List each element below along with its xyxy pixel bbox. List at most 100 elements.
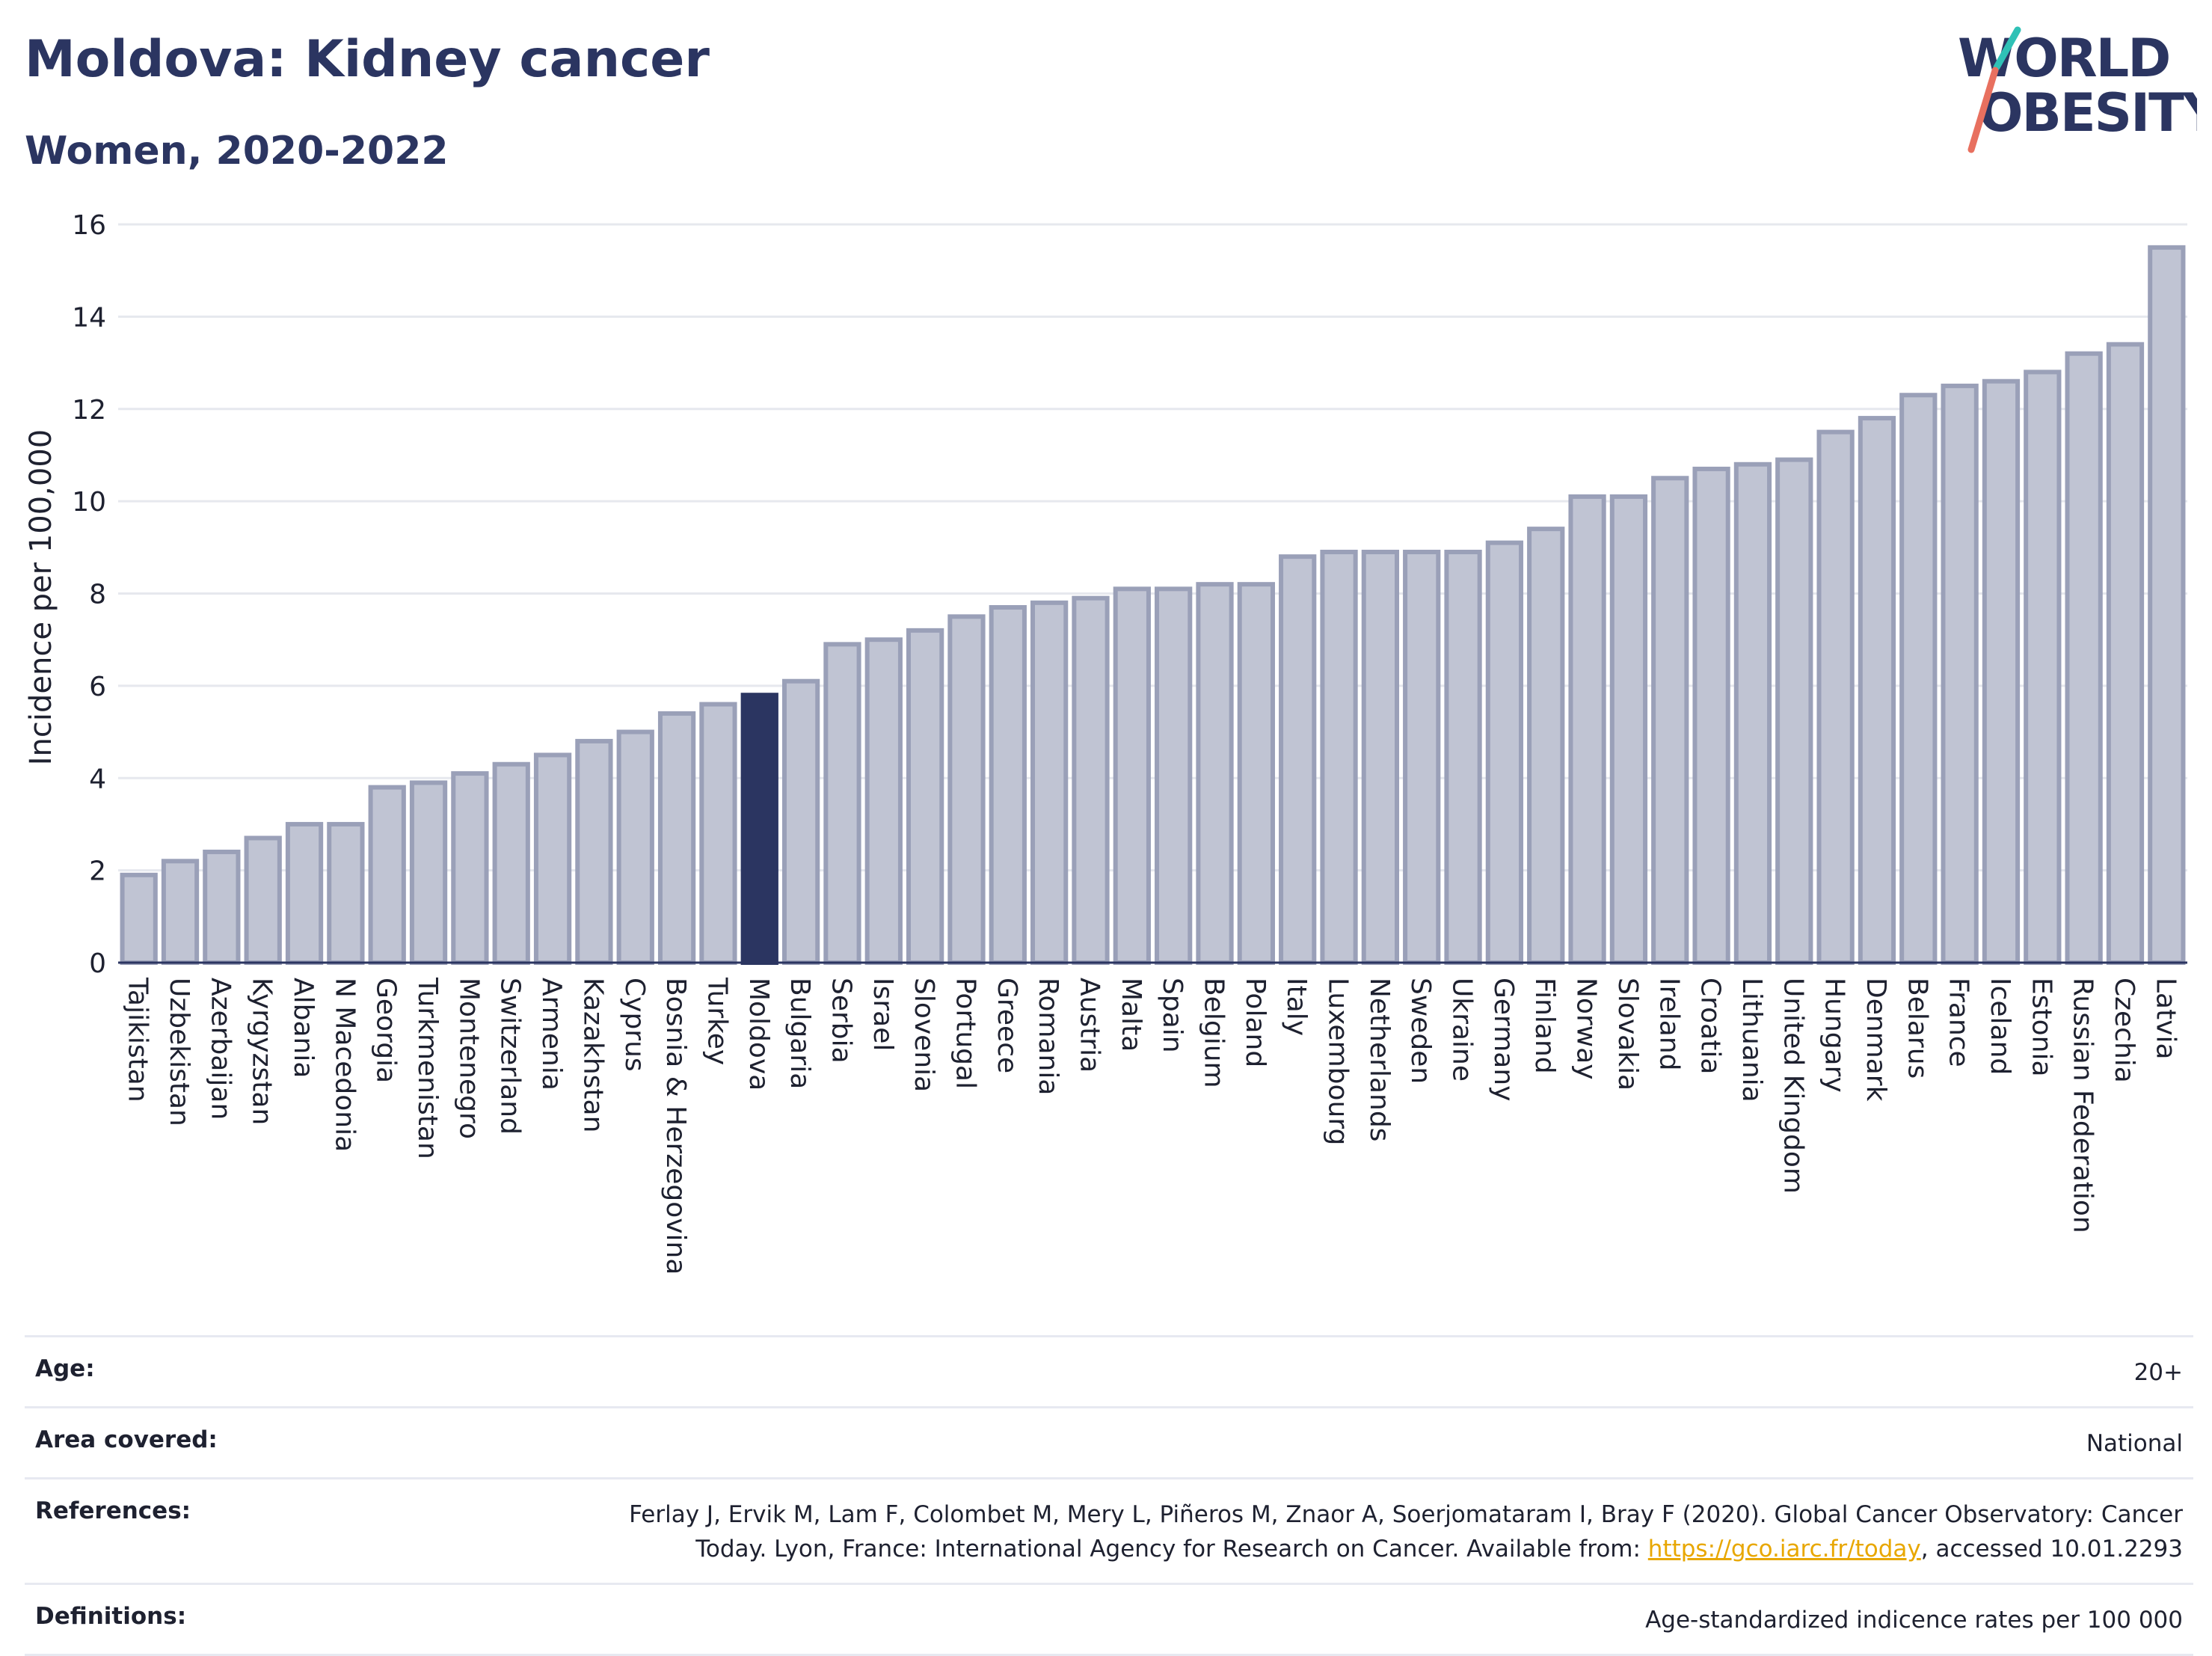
bar-israel bbox=[864, 637, 903, 965]
bar-lithuania bbox=[1733, 461, 1772, 965]
bar-bulgaria bbox=[781, 678, 820, 965]
info-row-age: Age: 20+ bbox=[25, 1335, 2193, 1406]
x-tick-label: Poland bbox=[1240, 978, 1271, 1067]
svg-text:OBESITY: OBESITY bbox=[1979, 82, 2197, 144]
x-tick-label: Lithuania bbox=[1736, 978, 1767, 1103]
x-tick-label: Uzbekistan bbox=[164, 978, 194, 1126]
bar-italy bbox=[1279, 554, 1317, 965]
x-axis-ticks: Tajikistan Uzbekistan Azerbaijan Kyrgyzstan… bbox=[123, 977, 2181, 1275]
bar-russian-federation bbox=[2065, 351, 2103, 966]
bar-united-kingdom bbox=[1775, 457, 1813, 965]
y-tick-label: 16 bbox=[72, 210, 106, 241]
bar-denmark bbox=[1858, 416, 1896, 965]
x-tick-label: Croatia bbox=[1695, 978, 1726, 1074]
x-tick-label: Latvia bbox=[2150, 978, 2181, 1060]
bar-greece bbox=[989, 605, 1027, 965]
x-tick-label: N Macedonia bbox=[329, 978, 360, 1152]
bar-ukraine bbox=[1444, 549, 1482, 965]
bar-slovenia bbox=[906, 628, 944, 965]
bar-estonia bbox=[2024, 369, 2062, 965]
page-title: Moldova: Kidney cancer bbox=[25, 30, 710, 89]
x-tick-label: Spain bbox=[1157, 978, 1188, 1053]
x-tick-label: Azerbaijan bbox=[205, 978, 236, 1120]
x-tick-label: United Kingdom bbox=[1778, 978, 1808, 1194]
bar-france bbox=[1941, 383, 1979, 965]
x-tick-label: Portugal bbox=[950, 978, 980, 1089]
bar-azerbaijan bbox=[203, 849, 241, 965]
x-tick-label: Austria bbox=[1074, 978, 1105, 1073]
x-tick-label: Belgium bbox=[1199, 978, 1229, 1088]
bar-malta bbox=[1113, 586, 1151, 965]
bar-spain bbox=[1155, 586, 1193, 965]
bar-poland bbox=[1237, 582, 1275, 965]
x-tick-label: Luxembourg bbox=[1323, 978, 1354, 1145]
bar-n-macedonia bbox=[327, 821, 365, 965]
page-subtitle: Women, 2020-2022 bbox=[25, 129, 449, 174]
x-tick-label: Slovenia bbox=[909, 978, 939, 1092]
area-label: Area covered: bbox=[35, 1426, 218, 1453]
bar-montenegro bbox=[451, 771, 489, 966]
x-tick-label: Sweden bbox=[1405, 978, 1436, 1084]
bar-tajikistan bbox=[120, 872, 158, 965]
bar-austria bbox=[1072, 595, 1110, 965]
age-value: 20+ bbox=[2133, 1359, 2183, 1386]
x-tick-label: Bosnia & Herzegovina bbox=[660, 978, 691, 1275]
x-tick-label: Israel bbox=[867, 978, 898, 1051]
x-tick-label: Russian Federation bbox=[2068, 978, 2098, 1233]
bar-czechia bbox=[2106, 342, 2145, 965]
x-tick-label: Finland bbox=[1529, 978, 1560, 1074]
bar-hungary bbox=[1816, 429, 1855, 965]
y-axis-label: Incidence per 100,000 bbox=[24, 429, 58, 766]
bar-kazakhstan bbox=[575, 738, 613, 966]
x-tick-label: Ireland bbox=[1653, 978, 1684, 1071]
bar-norway bbox=[1568, 494, 1606, 965]
bar-latvia bbox=[2148, 245, 2186, 965]
x-tick-label: Moldova bbox=[743, 978, 774, 1091]
y-tick-label: 0 bbox=[89, 948, 106, 979]
bar-croatia bbox=[1692, 466, 1730, 965]
bar-romania bbox=[1030, 600, 1069, 966]
x-tick-label: Czechia bbox=[2109, 978, 2139, 1083]
x-tick-label: Germany bbox=[1488, 978, 1519, 1101]
x-tick-label: Switzerland bbox=[495, 978, 526, 1135]
bars bbox=[120, 245, 2186, 966]
x-tick-label: Kazakhstan bbox=[577, 978, 608, 1132]
x-tick-label: Italy bbox=[1281, 978, 1312, 1036]
x-tick-label: Estonia bbox=[2026, 978, 2056, 1077]
x-tick-label: Montenegro bbox=[453, 978, 484, 1139]
x-tick-label: Georgia bbox=[371, 978, 402, 1083]
x-tick-label: Greece bbox=[992, 978, 1022, 1073]
x-tick-label: Malta bbox=[1116, 978, 1146, 1052]
info-row-area: Area covered: National bbox=[25, 1406, 2193, 1477]
bar-sweden bbox=[1403, 549, 1441, 965]
x-tick-label: Netherlands bbox=[1364, 978, 1395, 1141]
x-tick-label: France bbox=[1944, 978, 1974, 1067]
bar-switzerland bbox=[492, 761, 530, 966]
x-tick-label: Turkmenistan bbox=[412, 977, 443, 1159]
references-accessed: , accessed 10.01.2293 bbox=[1920, 1536, 2183, 1563]
x-tick-label: Romania bbox=[1033, 978, 1063, 1095]
bar-portugal bbox=[947, 614, 986, 965]
y-tick-label: 14 bbox=[72, 302, 106, 333]
bar-albania bbox=[285, 821, 324, 965]
x-tick-label: Tajikistan bbox=[123, 977, 153, 1103]
x-tick-label: Norway bbox=[1571, 978, 1602, 1080]
bar-belgium bbox=[1196, 582, 1234, 965]
info-table: Age: 20+ Area covered: National Referenc… bbox=[25, 1335, 2193, 1656]
bar-turkmenistan bbox=[409, 780, 448, 965]
references-value: Ferlay J, Ervik M, Lam F, Colombet M, Me… bbox=[575, 1497, 2183, 1566]
bar-ireland bbox=[1651, 476, 1689, 965]
bar-uzbekistan bbox=[161, 859, 200, 965]
y-tick-label: 8 bbox=[89, 580, 106, 610]
y-tick-label: 10 bbox=[72, 487, 106, 518]
area-value: National bbox=[2086, 1430, 2183, 1457]
definitions-value: Age-standardized indicence rates per 100… bbox=[1645, 1607, 2183, 1634]
bar-bosnia-herzegovina bbox=[657, 711, 696, 965]
bar-cyprus bbox=[616, 729, 654, 965]
x-tick-label: Bulgaria bbox=[784, 978, 815, 1089]
references-link[interactable]: https://gco.iarc.fr/today bbox=[1647, 1536, 1921, 1563]
x-tick-label: Ukraine bbox=[1447, 978, 1478, 1082]
x-tick-label: Kyrgyzstan bbox=[247, 978, 277, 1125]
x-tick-label: Iceland bbox=[1985, 978, 2015, 1075]
bar-germany bbox=[1485, 540, 1524, 965]
